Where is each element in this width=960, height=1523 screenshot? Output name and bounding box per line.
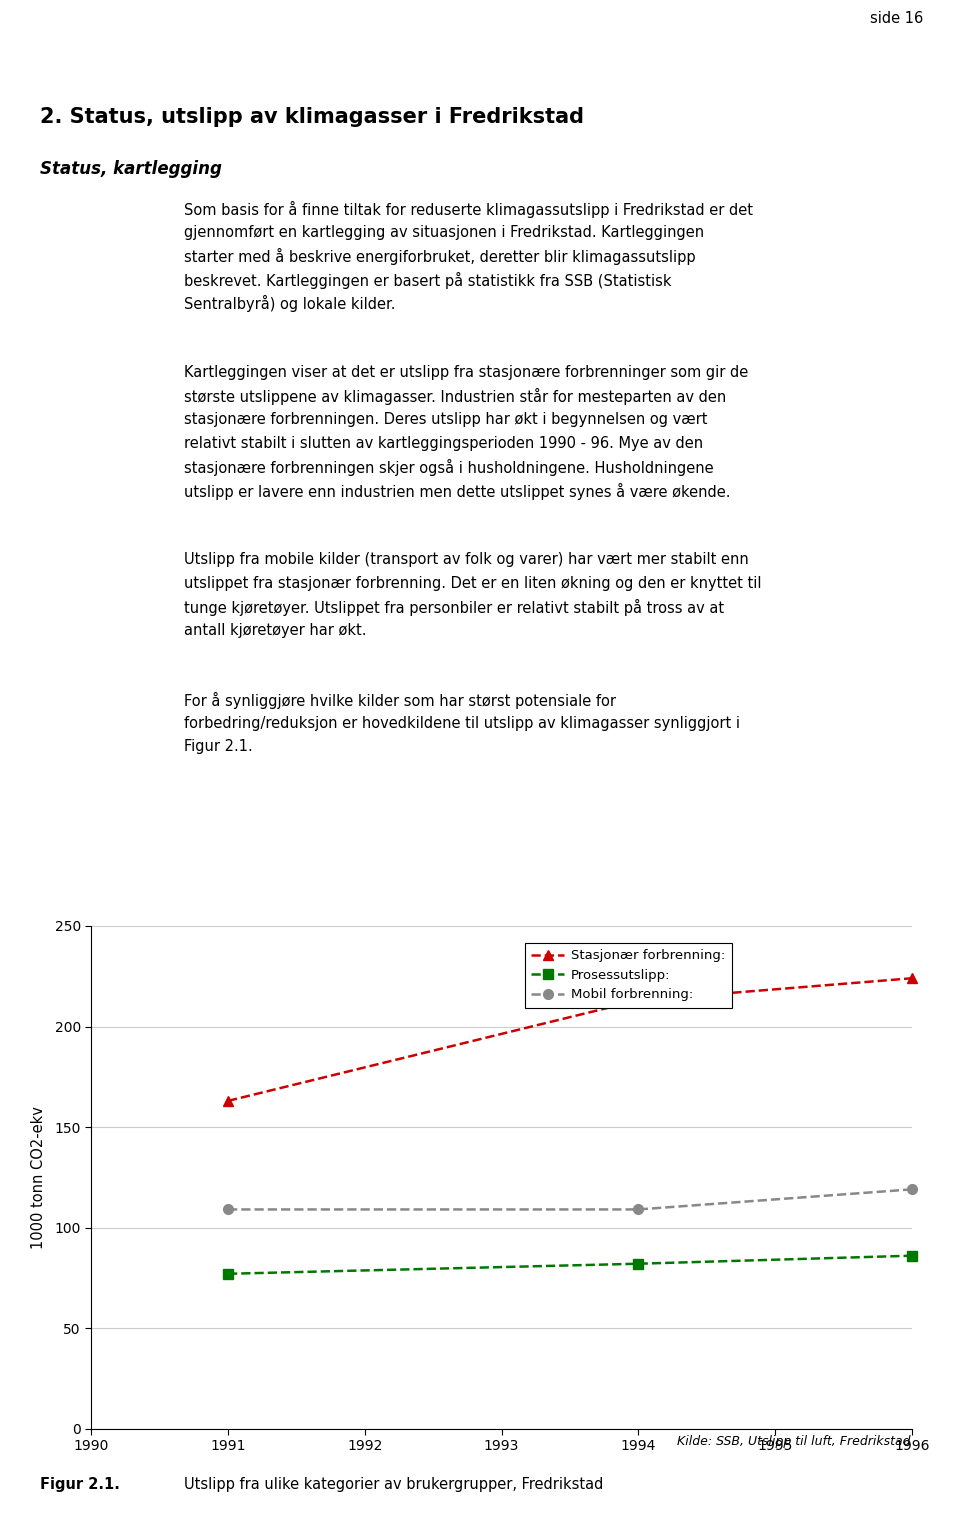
Text: beskrevet. Kartleggingen er basert på statistikk fra SSB (Statistisk: beskrevet. Kartleggingen er basert på st…: [184, 271, 672, 289]
Line: Prosessutslipp:: Prosessutslipp:: [223, 1250, 917, 1279]
Prosessutslipp:: [223, 1264, 234, 1282]
Text: Status, kartlegging: Status, kartlegging: [40, 160, 222, 178]
Text: tunge kjøretøyer. Utslippet fra personbiler er relativt stabilt på tross av at: tunge kjøretøyer. Utslippet fra personbi…: [184, 600, 725, 617]
Text: Figur 2.1.: Figur 2.1.: [184, 740, 253, 754]
Text: utslippet fra stasjonær forbrenning. Det er en liten økning og den er knyttet ti: utslippet fra stasjonær forbrenning. Det…: [184, 576, 762, 591]
Text: Figur 2.1.: Figur 2.1.: [40, 1477, 120, 1493]
Mobil forbrenning:: [906, 1180, 918, 1199]
Text: starter med å beskrive energiforbruket, deretter blir klimagassutslipp: starter med å beskrive energiforbruket, …: [184, 248, 696, 265]
Text: For å synliggjøre hvilke kilder som har størst potensiale for: For å synliggjøre hvilke kilder som har …: [184, 693, 616, 710]
Text: antall kjøretøyer har økt.: antall kjøretøyer har økt.: [184, 623, 367, 638]
Legend: Stasjonær forbrenning:, Prosessutslipp:, Mobil forbrenning:: Stasjonær forbrenning:, Prosessutslipp:,…: [524, 943, 732, 1008]
Text: 2. Status, utslipp av klimagasser i Fredrikstad: 2. Status, utslipp av klimagasser i Fred…: [40, 107, 585, 126]
Text: Utslipp fra ulike kategorier av brukergrupper, Fredrikstad: Utslipp fra ulike kategorier av brukergr…: [184, 1477, 604, 1493]
Text: stasjonære forbrenningen skjer også i husholdningene. Husholdningene: stasjonære forbrenningen skjer også i hu…: [184, 460, 714, 477]
Text: relativt stabilt i slutten av kartleggingsperioden 1990 - 96. Mye av den: relativt stabilt i slutten av kartleggin…: [184, 436, 704, 451]
Y-axis label: 1000 tonn CO2-ekv: 1000 tonn CO2-ekv: [31, 1106, 46, 1249]
Text: utslipp er lavere enn industrien men dette utslippet synes å være økende.: utslipp er lavere enn industrien men det…: [184, 483, 731, 500]
Mobil forbrenning:: [223, 1200, 234, 1218]
Text: Sentralbyrå) og lokale kilder.: Sentralbyrå) og lokale kilder.: [184, 295, 396, 312]
Stasjonær forbrenning:: [906, 969, 918, 987]
Line: Stasjonær forbrenning:: Stasjonær forbrenning:: [223, 973, 917, 1106]
Stasjonær forbrenning:: [223, 1092, 234, 1110]
Line: Mobil forbrenning:: Mobil forbrenning:: [223, 1185, 917, 1214]
Text: Utslipp fra mobile kilder (transport av folk og varer) har vært mer stabilt enn: Utslipp fra mobile kilder (transport av …: [184, 553, 749, 567]
Text: gjennomført en kartlegging av situasjonen i Fredrikstad. Kartleggingen: gjennomført en kartlegging av situasjone…: [184, 225, 705, 239]
Stasjonær forbrenning:: [633, 991, 644, 1010]
Text: forbedring/reduksjon er hovedkildene til utslipp av klimagasser synliggjort i: forbedring/reduksjon er hovedkildene til…: [184, 716, 740, 731]
Text: Kartleggingen viser at det er utslipp fra stasjonære forbrenninger som gir de: Kartleggingen viser at det er utslipp fr…: [184, 366, 749, 379]
Text: side 16: side 16: [871, 11, 924, 26]
Mobil forbrenning:: [633, 1200, 644, 1218]
Text: største utslippene av klimagasser. Industrien står for mesteparten av den: største utslippene av klimagasser. Indus…: [184, 388, 727, 405]
Text: Som basis for å finne tiltak for reduserte klimagassutslipp i Fredrikstad er det: Som basis for å finne tiltak for reduser…: [184, 201, 754, 218]
Prosessutslipp:: [906, 1246, 918, 1264]
Prosessutslipp:: [633, 1255, 644, 1273]
Text: Kilde: SSB, Utslipp til luft, Fredrikstad: Kilde: SSB, Utslipp til luft, Fredriksta…: [677, 1435, 910, 1448]
Text: stasjonære forbrenningen. Deres utslipp har økt i begynnelsen og vært: stasjonære forbrenningen. Deres utslipp …: [184, 413, 708, 426]
